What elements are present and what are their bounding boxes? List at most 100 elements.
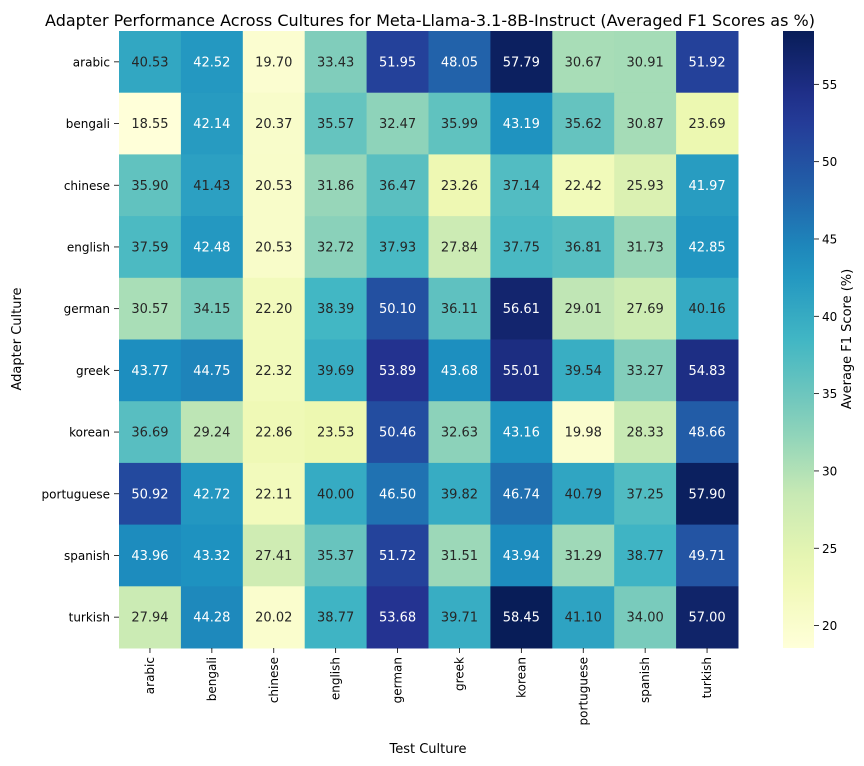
cell-value-label: 27.41 <box>255 549 292 564</box>
cell-value-label: 29.01 <box>565 302 602 317</box>
heatmap-cell <box>552 92 615 155</box>
cell-value-label: 36.81 <box>565 240 602 255</box>
cell-value-label: 23.53 <box>317 426 354 441</box>
y-tick-label: arabic <box>73 55 110 69</box>
cell-value-label: 40.53 <box>131 55 168 70</box>
heatmap-cell <box>304 277 368 340</box>
y-axis-label: Adapter Culture <box>10 287 25 390</box>
colorbar-tick-label: 30 <box>822 464 837 478</box>
heatmap-cell <box>428 154 491 217</box>
colorbar: 20 25 30 35 40 45 50 55 <box>783 31 837 648</box>
y-tick-label: bengali <box>66 117 110 131</box>
cell-value-label: 39.54 <box>565 364 602 379</box>
heatmap-cell <box>428 586 491 649</box>
cell-value-label: 19.98 <box>565 426 602 441</box>
cell-value-label: 20.53 <box>255 179 292 194</box>
cell-value-label: 51.72 <box>379 549 416 564</box>
cell-value-label: 22.32 <box>255 364 292 379</box>
heatmap-cell <box>119 216 182 279</box>
cell-value-label: 19.70 <box>255 55 292 70</box>
cell-value-label: 22.20 <box>255 302 292 317</box>
cell-value-label: 31.51 <box>441 549 478 564</box>
heatmap-cell <box>490 92 553 155</box>
x-tick-label: turkish <box>700 657 714 698</box>
heatmap-cell <box>490 31 553 94</box>
cell-value-label: 44.28 <box>193 611 230 626</box>
heatmap-cell <box>242 154 306 217</box>
heatmap-cell <box>304 462 368 526</box>
heatmap-cell <box>614 586 677 649</box>
cell-value-label: 37.59 <box>131 240 168 255</box>
heatmap-cell <box>428 216 491 279</box>
cell-value-label: 25.93 <box>627 179 664 194</box>
cell-value-label: 20.53 <box>255 240 292 255</box>
heatmap-cell <box>119 277 182 340</box>
heatmap-cell <box>614 339 677 402</box>
cell-value-label: 43.68 <box>441 364 478 379</box>
heatmap-cell <box>304 216 368 279</box>
cell-value-label: 29.24 <box>193 426 230 441</box>
cell-value-label: 35.90 <box>131 179 168 194</box>
cell-value-label: 35.57 <box>317 117 354 132</box>
heatmap-cell <box>490 154 553 217</box>
cell-value-label: 50.46 <box>379 426 416 441</box>
heatmap-cell <box>614 401 677 464</box>
cell-value-label: 42.48 <box>193 240 230 255</box>
cell-value-label: 22.11 <box>255 487 292 502</box>
heatmap-cell <box>552 586 615 649</box>
heatmap-cell <box>366 277 429 340</box>
heatmap-cell <box>242 339 306 402</box>
heatmap-cell <box>242 277 306 340</box>
heatmap-cell <box>119 92 182 155</box>
y-tick-label: english <box>67 240 110 254</box>
x-tick-label: korean <box>514 657 528 698</box>
heatmap-cell <box>552 401 615 464</box>
colorbar-label: Average F1 Score (%) <box>840 269 855 409</box>
cell-value-label: 48.66 <box>688 426 725 441</box>
cell-value-label: 27.69 <box>627 302 664 317</box>
heatmap-cell <box>490 277 553 340</box>
cell-value-label: 31.29 <box>565 549 602 564</box>
heatmap-cell <box>676 216 739 279</box>
heatmap-cell <box>366 216 429 279</box>
heatmap-cell <box>490 401 553 464</box>
chart-title: Adapter Performance Across Cultures for … <box>45 11 815 30</box>
cell-value-label: 38.77 <box>627 549 664 564</box>
heatmap-cell <box>676 401 739 464</box>
heatmap-cell <box>490 586 553 649</box>
cell-value-label: 27.94 <box>131 611 168 626</box>
heatmap-cell <box>180 31 244 94</box>
heatmap-cell <box>119 31 182 94</box>
y-tick-label: chinese <box>64 179 110 193</box>
cell-value-label: 33.43 <box>317 55 354 70</box>
cell-value-label: 34.15 <box>193 302 230 317</box>
heatmap-cell <box>180 92 244 155</box>
colorbar-tick-label: 20 <box>822 619 837 633</box>
heatmap-cell <box>428 401 491 464</box>
cell-value-label: 35.99 <box>441 117 478 132</box>
cell-value-label: 55.01 <box>503 364 540 379</box>
x-tick-label: german <box>391 657 405 703</box>
cell-value-label: 37.25 <box>627 487 664 502</box>
x-axis-ticks: arabic bengali chinese english german greek ko… <box>143 648 714 725</box>
y-tick-label: turkish <box>69 611 110 625</box>
heatmap-cell <box>180 339 244 402</box>
cell-value-label: 37.93 <box>379 240 416 255</box>
cell-value-label: 27.84 <box>441 240 478 255</box>
heatmap-cell <box>552 339 615 402</box>
x-tick-label: chinese <box>267 657 281 703</box>
colorbar-tick-label: 35 <box>822 387 837 401</box>
heatmap-cell <box>304 92 368 155</box>
y-tick-label: portuguese <box>42 487 110 501</box>
cell-value-label: 42.14 <box>193 117 230 132</box>
heatmap-cell <box>614 277 677 340</box>
cell-value-label: 46.74 <box>503 487 540 502</box>
cell-value-label: 38.39 <box>317 302 354 317</box>
cell-value-label: 36.69 <box>131 426 168 441</box>
x-tick-label: greek <box>452 657 466 691</box>
heatmap-cell <box>119 401 182 464</box>
cell-value-label: 31.73 <box>627 240 664 255</box>
heatmap-cell <box>676 462 739 526</box>
heatmap-cell <box>242 401 306 464</box>
heatmap-cell <box>552 462 615 526</box>
